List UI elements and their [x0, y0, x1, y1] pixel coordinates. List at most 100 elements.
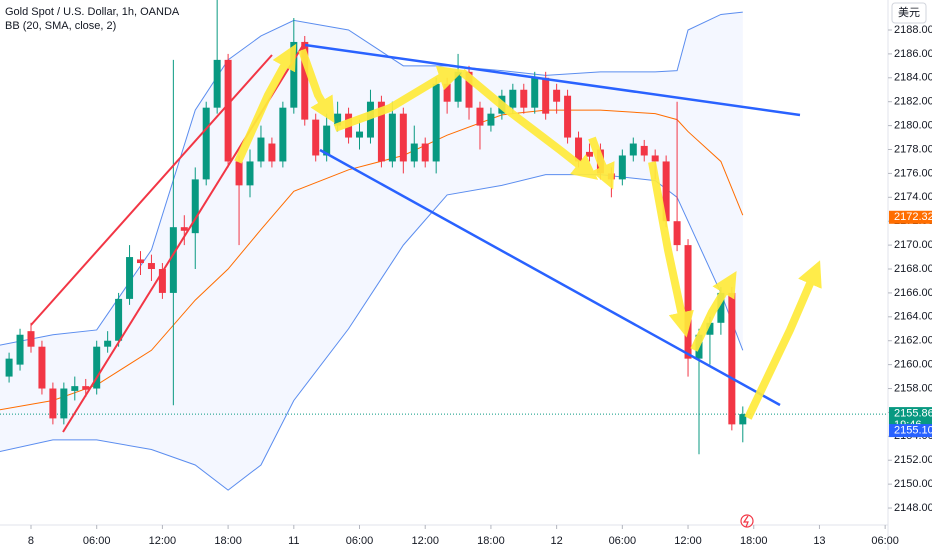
- arrow: [744, 260, 822, 420]
- candle-body: [301, 41, 309, 120]
- y-tick-label: 2180.000: [894, 120, 932, 132]
- currency-button[interactable]: [891, 2, 927, 24]
- candle-body: [684, 245, 692, 359]
- candle-body: [476, 107, 484, 126]
- candle-body: [279, 107, 287, 162]
- candle-body: [5, 358, 13, 377]
- candle-body: [575, 137, 583, 162]
- y-tick-label: 2174.000: [894, 191, 932, 203]
- x-tick-label: 8: [28, 535, 34, 547]
- x-tick-label: 06:00: [346, 535, 374, 547]
- candle-body: [520, 89, 528, 108]
- currency-label[interactable]: 美元: [898, 6, 920, 19]
- y-tick-label: 2162.000: [894, 335, 932, 347]
- y-tick-label: 2152.000: [894, 454, 932, 466]
- candle-body: [158, 269, 166, 293]
- price-label-box: [889, 210, 932, 224]
- candle-body: [410, 143, 418, 162]
- candle-body: [618, 155, 626, 180]
- y-tick-label: 2182.000: [894, 96, 932, 108]
- candle-body: [246, 161, 254, 186]
- drawings: [30, 41, 822, 433]
- y-tick-label: 2158.000: [894, 382, 932, 394]
- x-tick-label: 11: [288, 535, 299, 547]
- candle-body: [509, 89, 517, 108]
- candle-body: [728, 292, 736, 425]
- candle-body: [180, 227, 188, 231]
- y-tick-label: 2166.000: [894, 287, 932, 299]
- event-icon-bolt: [742, 515, 749, 528]
- candle-body: [268, 143, 276, 162]
- candle-body: [531, 77, 539, 108]
- y-tick-label: 2188.000: [894, 24, 932, 36]
- y-tick-label: 2164.000: [894, 311, 932, 323]
- candle-body: [126, 257, 134, 299]
- x-tick-label: 18:00: [477, 535, 505, 547]
- x-tick-label: 12:00: [674, 535, 702, 547]
- y-tick-label: 2150.000: [894, 478, 932, 490]
- band-line: [0, 11, 743, 346]
- candle-body: [235, 161, 243, 186]
- price-label: 2172.329: [894, 211, 932, 223]
- candle-body: [71, 386, 79, 391]
- candle-body: [706, 322, 714, 335]
- indicator-label: BB (20, SMA, close, 2): [5, 20, 116, 32]
- candle-body: [104, 340, 112, 347]
- candle-body: [662, 161, 670, 222]
- trend-line: [319, 148, 781, 407]
- candle-body: [585, 151, 593, 157]
- candle-body: [388, 113, 396, 162]
- candle-body: [147, 263, 155, 270]
- arrow: [588, 136, 615, 190]
- price-label: 2155.860: [894, 408, 932, 420]
- event-icon[interactable]: [740, 514, 754, 528]
- candle-body: [191, 179, 199, 234]
- candle-body: [487, 113, 495, 126]
- arrow: [333, 65, 465, 132]
- candle-body: [640, 145, 648, 156]
- candle-body: [224, 59, 232, 162]
- candle-body: [564, 95, 572, 138]
- y-tick-label: 2186.000: [894, 48, 932, 60]
- trend-line: [304, 43, 801, 117]
- arrow: [690, 271, 737, 352]
- arrow: [459, 68, 599, 180]
- x-tick-label: 12:00: [149, 535, 177, 547]
- candle-body: [739, 414, 747, 425]
- candle-body: [651, 155, 659, 162]
- candle-body: [16, 334, 24, 365]
- candle-body: [542, 77, 550, 114]
- candle-body: [213, 59, 221, 108]
- y-tick-label: 2178.000: [894, 143, 932, 155]
- candle-body: [454, 71, 462, 102]
- y-tick-label: 2168.000: [894, 263, 932, 275]
- y-tick-label: 2170.000: [894, 239, 932, 251]
- x-tick-label: 06:00: [871, 535, 899, 547]
- y-tick-label: 2176.000: [894, 167, 932, 179]
- arrow: [234, 43, 297, 164]
- candle-body: [366, 101, 374, 138]
- x-tick-label: 12: [551, 535, 563, 547]
- candle-body: [465, 71, 473, 108]
- candle-body: [169, 227, 177, 293]
- candle-body: [257, 137, 265, 162]
- price-label-box: [889, 424, 932, 438]
- chart-title: Gold Spot / U.S. Dollar, 1h, OANDA: [5, 6, 180, 18]
- x-tick-label: 18:00: [740, 535, 768, 547]
- x-tick-label: 13: [813, 535, 825, 547]
- candle-body: [673, 221, 681, 246]
- candle-body: [399, 113, 407, 162]
- candle-body: [323, 125, 331, 156]
- candle-body: [82, 386, 90, 390]
- candle-body: [356, 131, 364, 138]
- candle-body: [60, 388, 68, 419]
- x-tick-label: 06:00: [609, 535, 637, 547]
- candle-body: [202, 107, 210, 180]
- candle-body: [553, 89, 561, 102]
- price-label: 2155.108: [894, 424, 932, 436]
- candle-body: [38, 346, 46, 389]
- candle-body: [443, 83, 451, 102]
- candle-body: [136, 259, 144, 264]
